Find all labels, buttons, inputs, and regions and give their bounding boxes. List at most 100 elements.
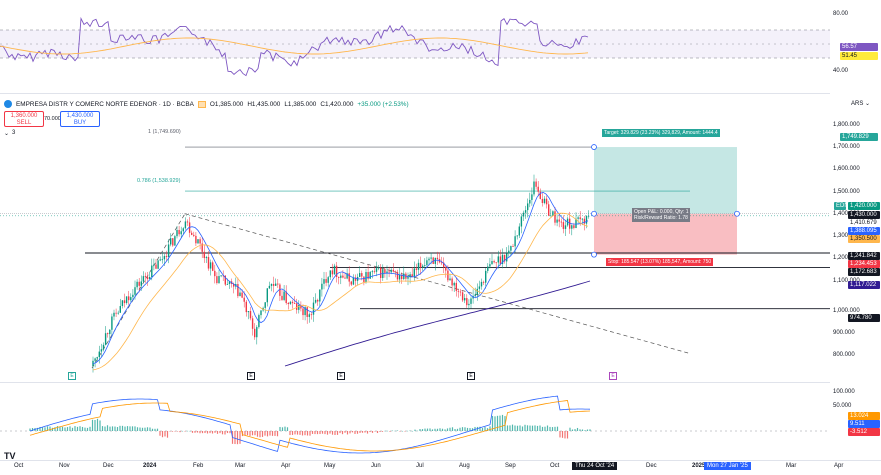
candle-body [237, 284, 239, 297]
macd-histogram-bar [86, 427, 89, 431]
price-axis-label: 1,400.000 [833, 211, 860, 217]
currency-select[interactable]: ARS ⌄ [851, 100, 870, 107]
sell-button[interactable]: 1,360.000 SELL [4, 111, 44, 127]
macd-histogram-bar [574, 429, 576, 431]
candle-body [529, 199, 531, 204]
target-label[interactable]: Target: 329.829 (23.23%) 329,829, Amount… [602, 129, 720, 137]
candle-body [216, 276, 218, 284]
candle-body [369, 271, 371, 279]
candle-body [480, 281, 483, 287]
macd-histogram-bar [59, 426, 61, 431]
candle-body [172, 238, 174, 246]
flag-icon[interactable] [197, 100, 206, 108]
candle-body [371, 271, 373, 273]
candle-body [417, 262, 420, 270]
macd-histogram-bar [391, 430, 394, 432]
stop-label[interactable]: Stop: 185.547 (13.07%) 185,547, Amount: … [606, 258, 714, 266]
buy-button[interactable]: 1,430.000 BUY [60, 111, 100, 127]
macd-histogram-bar [139, 427, 141, 431]
earnings-marker[interactable]: E [247, 372, 255, 380]
macd-histogram-bar [69, 426, 71, 431]
candle-body [560, 221, 562, 223]
target-zone[interactable] [594, 147, 737, 214]
macd-histogram-bar [461, 427, 464, 431]
candle-body [361, 273, 363, 277]
macd-line[interactable] [29, 395, 591, 454]
macd-histogram-bar [89, 426, 91, 431]
macd-histogram-bar [181, 430, 184, 432]
macd-histogram-bar [214, 431, 216, 433]
macd-histogram-bar [119, 425, 121, 431]
macd-histogram-bar [171, 431, 174, 432]
price-axis-label: 800.000 [833, 352, 855, 358]
macd-histogram-bar [521, 426, 524, 431]
pane-separator[interactable] [0, 382, 830, 383]
earnings-marker[interactable]: E [609, 372, 617, 380]
macd-histogram-bar [251, 431, 254, 436]
rsi-pane[interactable] [0, 0, 830, 92]
macd-histogram-bar [41, 427, 44, 431]
macd-histogram-bar [374, 431, 376, 432]
macd-histogram-bar [556, 426, 559, 431]
candle-body [233, 283, 235, 287]
indicators-toggle[interactable]: ⌄ 3 [4, 130, 15, 137]
symbol-title[interactable]: EMPRESA DISTR Y COMERC NORTE EDENOR · 1D… [16, 100, 194, 108]
candle-body [214, 270, 216, 277]
macd-histogram-bar [516, 425, 519, 431]
macd-histogram-bar [184, 431, 186, 432]
candle-body [520, 216, 523, 227]
pane-separator[interactable] [0, 93, 830, 94]
macd-histogram-bar [264, 431, 266, 436]
candle-body [501, 254, 504, 264]
candle-body [459, 291, 462, 293]
candle-body [222, 275, 224, 277]
candle-body [478, 286, 481, 289]
position-handle[interactable] [591, 251, 597, 258]
macd-histogram-bar [356, 431, 359, 434]
macd-pane[interactable] [0, 384, 830, 460]
tradingview-logo[interactable]: TV [4, 451, 16, 461]
macd-histogram-bar [586, 429, 589, 431]
macd-histogram-bar [306, 431, 309, 436]
time-axis-label: Apr [834, 463, 844, 469]
earnings-marker[interactable]: E [68, 372, 76, 380]
candle-body [485, 270, 487, 283]
position-handle[interactable] [734, 210, 740, 217]
macd-histogram-bar [299, 431, 301, 435]
price-axis-label: 1,700.000 [833, 144, 860, 150]
earnings-marker[interactable]: E [467, 372, 475, 380]
macd-histogram-bar [589, 429, 591, 431]
main-chart-pane[interactable] [0, 110, 830, 382]
macd-line-tag: 9.511 [848, 420, 880, 428]
position-handle[interactable] [591, 144, 597, 150]
macd-histogram-bar [234, 431, 236, 445]
macd-histogram-bar [429, 428, 431, 431]
ohlc-change: +35.000 (+2.53%) [357, 100, 409, 108]
macd-histogram-bar [549, 426, 551, 431]
time-axis-label: Mar [235, 463, 246, 469]
candle-body [134, 287, 136, 295]
macd-histogram-bar [221, 431, 224, 435]
candle-body [130, 297, 132, 301]
candle-body [180, 231, 182, 235]
candle-body [455, 282, 457, 291]
macd-signal-tag: 13.024 [848, 412, 880, 420]
position-center-label[interactable]: Open P&L: 0.000, Qty: 1 Risk/Reward Rati… [632, 208, 691, 222]
position-handle[interactable] [591, 210, 597, 217]
ma-blue-line[interactable] [92, 191, 589, 365]
macd-histogram-bar [579, 429, 581, 431]
macd-signal-line[interactable] [29, 400, 591, 452]
earnings-marker[interactable]: E [337, 372, 345, 380]
macd-histogram-bar [96, 418, 99, 431]
ma-orange-line[interactable] [92, 212, 589, 371]
ma-navy-line[interactable] [284, 280, 591, 367]
macd-histogram-bar [381, 431, 384, 432]
macd-histogram-bar [491, 415, 494, 431]
macd-histogram-bar [421, 429, 424, 431]
macd-histogram-bar [439, 428, 441, 431]
candle-body [155, 264, 157, 269]
buy-label: BUY [73, 120, 87, 126]
macd-histogram-bar [199, 431, 201, 434]
candle-body [191, 232, 193, 235]
candle-body [283, 291, 285, 300]
